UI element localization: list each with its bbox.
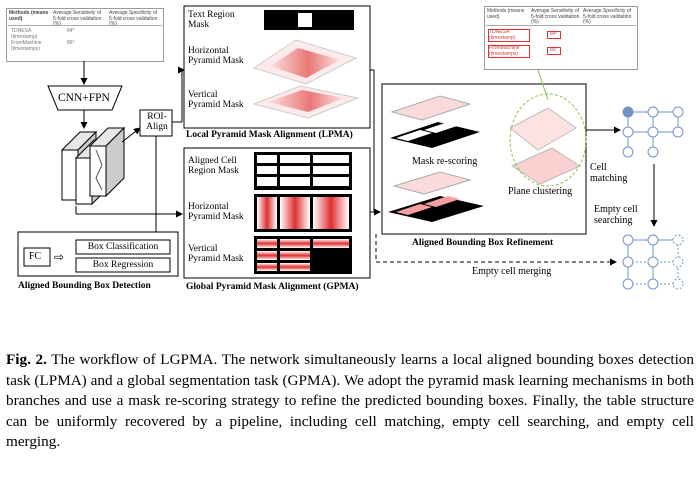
box-classification-box (75, 239, 171, 255)
diagram-svg: ⇨ (17, 5, 684, 290)
caption-label: Fig. 2. (6, 351, 47, 368)
gpma-cell-mask-label: Aligned Cell Region Mask (188, 156, 239, 177)
box-regression-box (75, 257, 171, 273)
lpma-title: Local Pyramid Mask Alignment (LPMA) (186, 130, 353, 140)
zoom-ellipse (509, 93, 587, 187)
zoom-table-image: Methods (means used) Average Sensitivity… (484, 6, 638, 70)
gpma-horizontal-label: Horizontal Pyramid Mask (188, 202, 244, 223)
detection-title: Aligned Bounding Box Detection (18, 281, 151, 291)
input-table-image: Methods (means used) Average Sensitivity… (6, 8, 164, 62)
table-rule (486, 25, 636, 26)
zoom-connector (535, 63, 549, 101)
input-table-row1-method: TDNESA (timestamp) (11, 28, 38, 40)
refinement-title: Aligned Bounding Box Refinement (412, 238, 554, 248)
roi-align-box (139, 109, 173, 137)
plane-clustering-label: Plane clustering (508, 186, 573, 197)
input-table-header-2: Average Sensitivity of 5-fold cross vali… (53, 10, 102, 27)
plane-cluster-top (509, 107, 577, 151)
box-regression-label: Box Regression (92, 260, 154, 270)
lpma-horizontal-label: Horizontal Pyramid Mask (188, 46, 244, 67)
zoom-table-header-3: Average Specificity of 5-fold cross vali… (583, 8, 632, 25)
roi-align-label: ROI- Align (146, 112, 168, 133)
zoom-table-header-1: Methods (means used) (487, 8, 525, 20)
gpma-vertical-label: Vertical Pyramid Mask (188, 244, 244, 265)
gpma-vertical-mask-image (254, 236, 352, 274)
cell-matching-label: Cell matching (590, 162, 628, 184)
text-region-mask-label: Text Region Mask (188, 10, 235, 31)
zoom-table-row2-method: FromMachine (timestamps) (488, 45, 530, 58)
empty-cell-search-graph (622, 234, 684, 290)
cell-matching-graph (622, 106, 684, 158)
svg-text:⇨: ⇨ (54, 250, 64, 264)
empty-cell-merging-label: Empty cell merging (472, 266, 552, 277)
caption-text: The workflow of LGPMA. The network simul… (6, 351, 694, 451)
workflow-figure: Methods (means used) Average Sensitivity… (6, 5, 684, 292)
zoom-table-row1-value: 84* (547, 31, 561, 39)
arrow-features-to-roi (121, 127, 141, 143)
input-table-header-3: Average Specificity of 5-fold cross vali… (109, 10, 158, 27)
lpma-vertical-label: Vertical Pyramid Mask (188, 90, 244, 111)
feature-map-stack (60, 126, 126, 206)
backbone-label: CNN+FPN (58, 92, 110, 104)
input-table-row2-method: FromMachine (timestamps) (11, 40, 42, 52)
input-table-row1-value: 84* (67, 28, 75, 34)
input-table-header-1: Methods (means used) (9, 10, 49, 22)
plane-cluster-bottom (510, 147, 582, 185)
zoom-table-row2-value: 86* (547, 47, 561, 55)
aligned-cell-mask-image (254, 152, 352, 190)
rescoring-planes-top (390, 95, 480, 148)
rescoring-planes-bottom (388, 171, 484, 222)
gpma-title: Global Pyramid Mask Alignment (GPMA) (186, 282, 359, 292)
box-classification-label: Box Classification (87, 242, 159, 252)
zoom-table-header-2: Average Sensitivity of 5-fold cross vali… (531, 8, 580, 25)
backbone-shape (47, 85, 123, 111)
mask-rescoring-label: Mask re-scoring (412, 156, 478, 167)
zoom-table-row1-method: TDNESA (timestamp) (488, 29, 530, 42)
gpma-horizontal-mask-image (254, 194, 352, 232)
input-table-row2-value: 86* (67, 40, 75, 46)
table-rule (8, 25, 162, 26)
fc-box (23, 247, 51, 267)
fc-label: FC (29, 251, 42, 262)
figure-caption: Fig. 2. The workflow of LGPMA. The netwo… (6, 350, 694, 453)
empty-cell-searching-label: Empty cell searching (594, 204, 638, 226)
